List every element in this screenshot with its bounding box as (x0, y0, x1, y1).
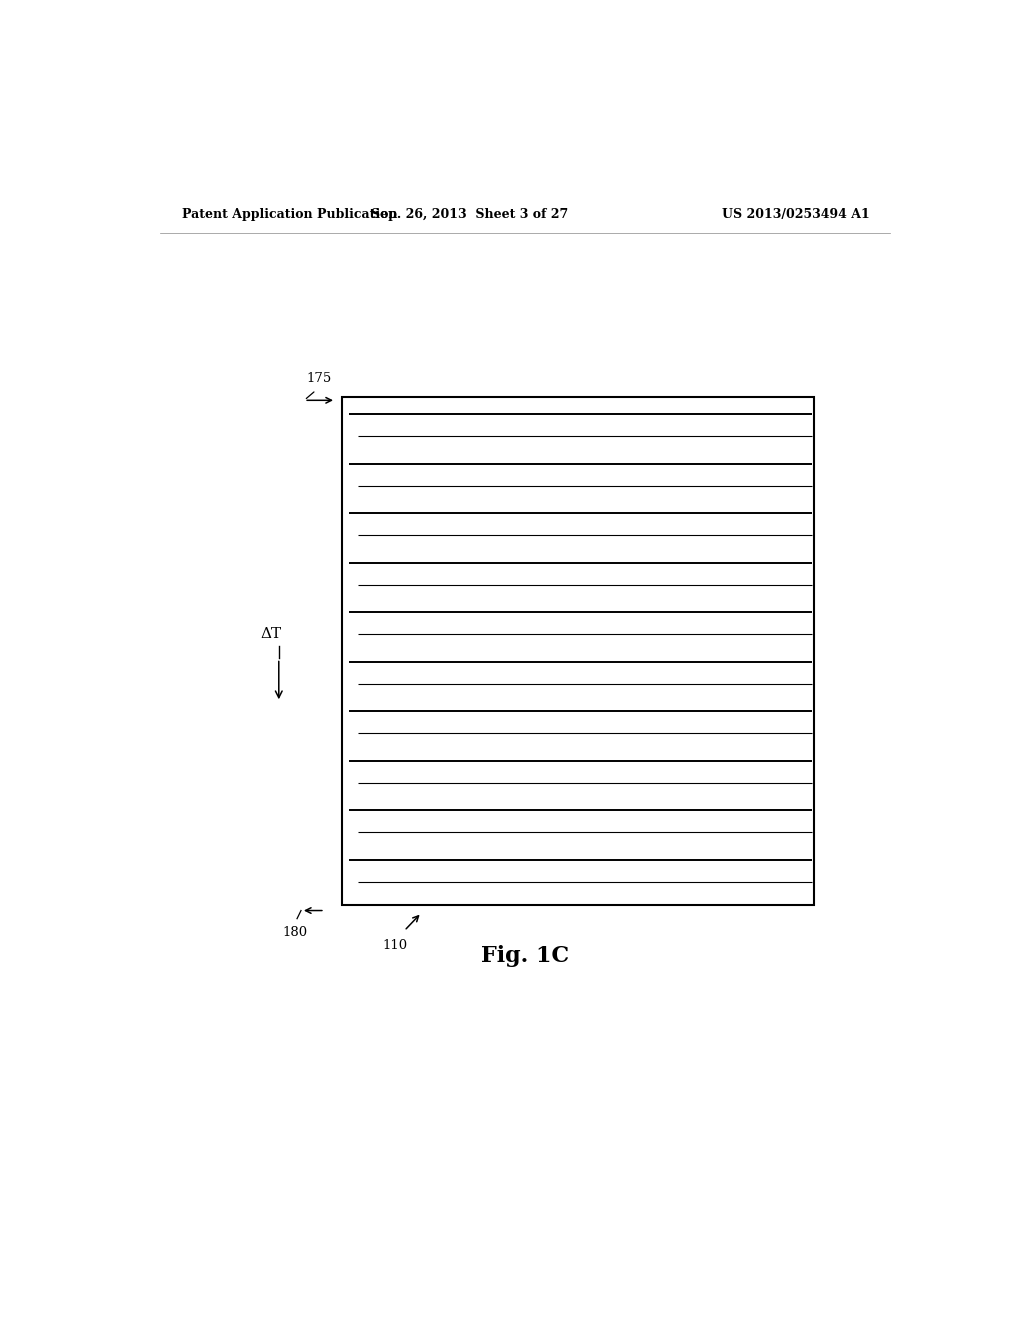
Text: Patent Application Publication: Patent Application Publication (182, 207, 397, 220)
Text: 110: 110 (382, 939, 408, 952)
Text: 180: 180 (283, 925, 308, 939)
Text: 175: 175 (306, 372, 332, 385)
Bar (342, 397, 814, 906)
Text: Sep. 26, 2013  Sheet 3 of 27: Sep. 26, 2013 Sheet 3 of 27 (371, 207, 568, 220)
Text: ΔT: ΔT (260, 627, 282, 642)
Text: US 2013/0253494 A1: US 2013/0253494 A1 (722, 207, 870, 220)
Text: Fig. 1C: Fig. 1C (480, 945, 569, 968)
